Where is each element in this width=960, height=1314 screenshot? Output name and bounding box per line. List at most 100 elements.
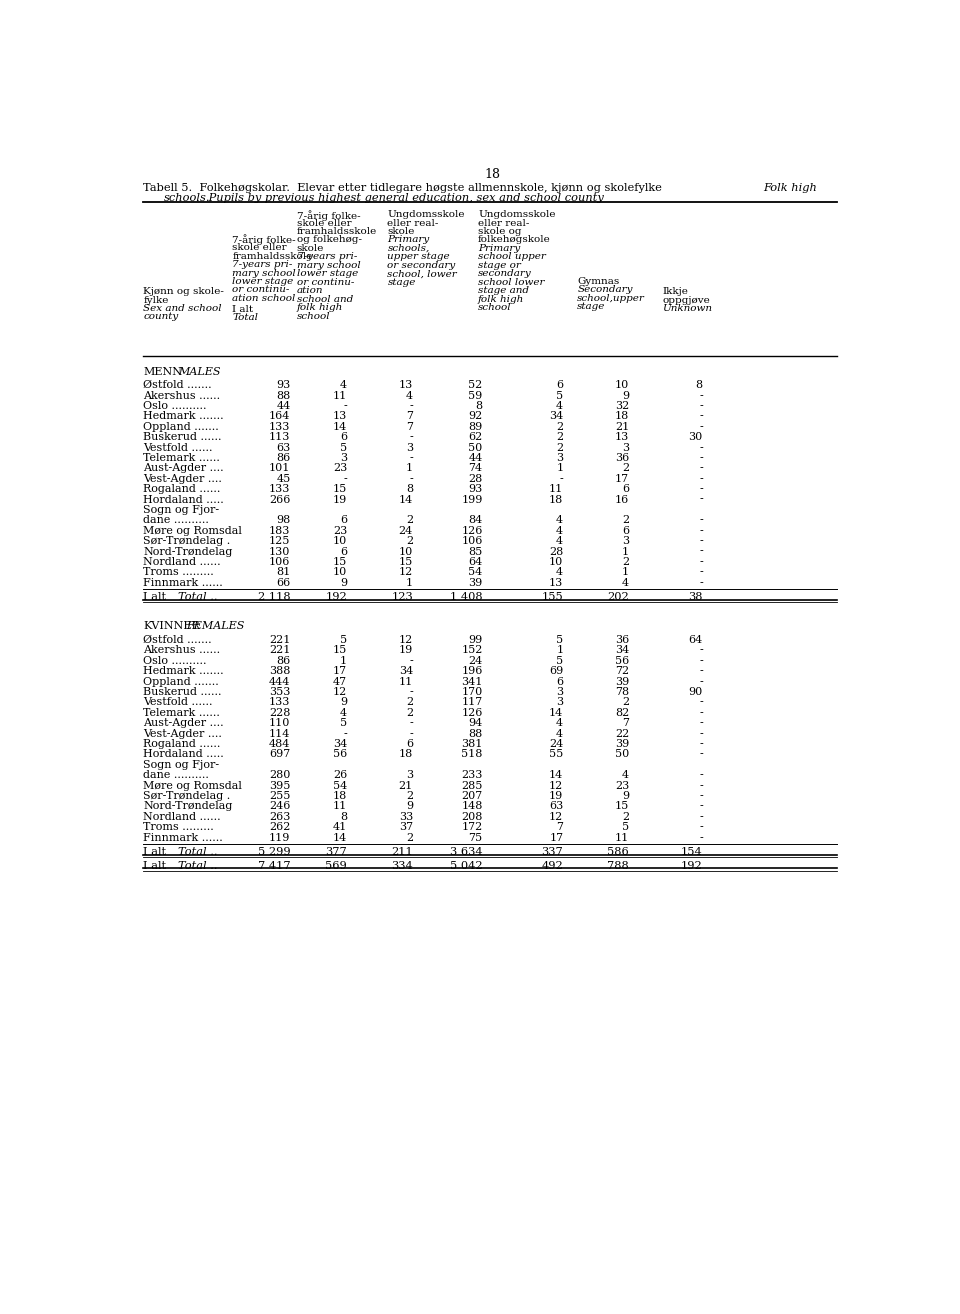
Text: 381: 381 <box>462 738 483 749</box>
Text: 36: 36 <box>615 635 629 645</box>
Text: 23: 23 <box>615 781 629 791</box>
Text: 246: 246 <box>269 802 291 812</box>
Text: -: - <box>699 770 703 781</box>
Text: 3: 3 <box>622 536 629 547</box>
Text: 199: 199 <box>462 494 483 505</box>
Text: 8: 8 <box>340 812 348 821</box>
Text: 18: 18 <box>333 791 348 802</box>
Text: 19: 19 <box>333 494 348 505</box>
Text: 133: 133 <box>269 422 291 432</box>
Text: I alt: I alt <box>143 846 166 857</box>
Text: 492: 492 <box>541 861 564 871</box>
Text: Total: Total <box>232 313 258 322</box>
Text: 4: 4 <box>622 578 629 587</box>
Text: KVINNER: KVINNER <box>143 622 200 631</box>
Text: -: - <box>560 474 564 484</box>
Text: 2: 2 <box>622 557 629 566</box>
Text: 34: 34 <box>549 411 564 422</box>
Text: ation school: ation school <box>232 294 296 304</box>
Text: Ungdomsskole: Ungdomsskole <box>388 210 465 219</box>
Text: 5: 5 <box>340 635 348 645</box>
Text: Akershus ......: Akershus ...... <box>143 645 221 656</box>
Text: 45: 45 <box>276 474 291 484</box>
Text: og folkehøg-: og folkehøg- <box>297 235 362 244</box>
Text: 2: 2 <box>406 536 413 547</box>
Text: 26: 26 <box>333 770 348 781</box>
Text: 2: 2 <box>622 698 629 707</box>
Text: -: - <box>699 411 703 422</box>
Text: schools,: schools, <box>388 244 430 252</box>
Text: -: - <box>699 791 703 802</box>
Text: 2: 2 <box>556 432 564 443</box>
Text: 126: 126 <box>462 708 483 717</box>
Text: 34: 34 <box>333 738 348 749</box>
Text: -: - <box>344 729 348 738</box>
Text: -: - <box>409 719 413 728</box>
Text: skole eller: skole eller <box>232 243 287 252</box>
Text: -: - <box>409 729 413 738</box>
Text: 28: 28 <box>549 547 564 557</box>
Text: 221: 221 <box>269 645 291 656</box>
Text: 2: 2 <box>556 443 564 452</box>
Text: 255: 255 <box>269 791 291 802</box>
Text: skole: skole <box>388 227 415 237</box>
Text: -: - <box>699 738 703 749</box>
Text: skole: skole <box>297 244 324 252</box>
Text: 6: 6 <box>340 515 348 526</box>
Text: MENN: MENN <box>143 367 182 377</box>
Text: 21: 21 <box>615 422 629 432</box>
Text: Rogaland ......: Rogaland ...... <box>143 484 221 494</box>
Text: Vestfold ......: Vestfold ...... <box>143 698 213 707</box>
Text: 192: 192 <box>325 593 348 602</box>
Text: 172: 172 <box>462 823 483 832</box>
Text: -: - <box>699 526 703 536</box>
Text: folk high: folk high <box>478 294 524 304</box>
Text: Vest-Agder ....: Vest-Agder .... <box>143 474 222 484</box>
Text: Total ..: Total .. <box>179 861 218 871</box>
Text: 24: 24 <box>398 526 413 536</box>
Text: 341: 341 <box>462 677 483 687</box>
Text: Tabell 5.  Folkehøgskolar.  Elevar etter tidlegare høgste allmennskole, kjønn og: Tabell 5. Folkehøgskolar. Elevar etter t… <box>143 183 662 193</box>
Text: 17: 17 <box>549 833 564 842</box>
Text: 4: 4 <box>340 380 348 390</box>
Text: 5: 5 <box>340 443 348 452</box>
Text: 90: 90 <box>688 687 703 696</box>
Text: -: - <box>699 443 703 452</box>
Text: 38: 38 <box>688 593 703 602</box>
Text: 152: 152 <box>462 645 483 656</box>
Text: 50: 50 <box>615 749 629 759</box>
Text: Telemark ......: Telemark ...... <box>143 453 220 463</box>
Text: 123: 123 <box>392 593 413 602</box>
Text: skole eller: skole eller <box>297 218 351 227</box>
Text: oppgjøve: oppgjøve <box>662 296 710 305</box>
Text: Oslo ..........: Oslo .......... <box>143 401 206 411</box>
Text: 4: 4 <box>406 390 413 401</box>
Text: 7: 7 <box>406 422 413 432</box>
Text: 36: 36 <box>615 453 629 463</box>
Text: Unknown: Unknown <box>662 304 712 313</box>
Text: framhaldsskole: framhaldsskole <box>232 251 313 260</box>
Text: 39: 39 <box>615 677 629 687</box>
Text: 1: 1 <box>622 568 629 577</box>
Text: Møre og Romsdal: Møre og Romsdal <box>143 526 242 536</box>
Text: 11: 11 <box>333 390 348 401</box>
Text: 183: 183 <box>269 526 291 536</box>
Text: 4: 4 <box>556 729 564 738</box>
Text: -: - <box>699 812 703 821</box>
Text: 154: 154 <box>681 846 703 857</box>
Text: 334: 334 <box>392 861 413 871</box>
Text: Akershus ......: Akershus ...... <box>143 390 221 401</box>
Text: 117: 117 <box>462 698 483 707</box>
Text: 47: 47 <box>333 677 348 687</box>
Text: 15: 15 <box>615 802 629 812</box>
Text: -: - <box>699 578 703 587</box>
Text: 15: 15 <box>333 557 348 566</box>
Text: 518: 518 <box>462 749 483 759</box>
Text: 2: 2 <box>622 515 629 526</box>
Text: 13: 13 <box>549 578 564 587</box>
Text: 14: 14 <box>333 833 348 842</box>
Text: Finnmark ......: Finnmark ...... <box>143 578 223 587</box>
Text: 7-årig folke-: 7-årig folke- <box>232 235 296 246</box>
Text: 444: 444 <box>269 677 291 687</box>
Text: 586: 586 <box>608 846 629 857</box>
